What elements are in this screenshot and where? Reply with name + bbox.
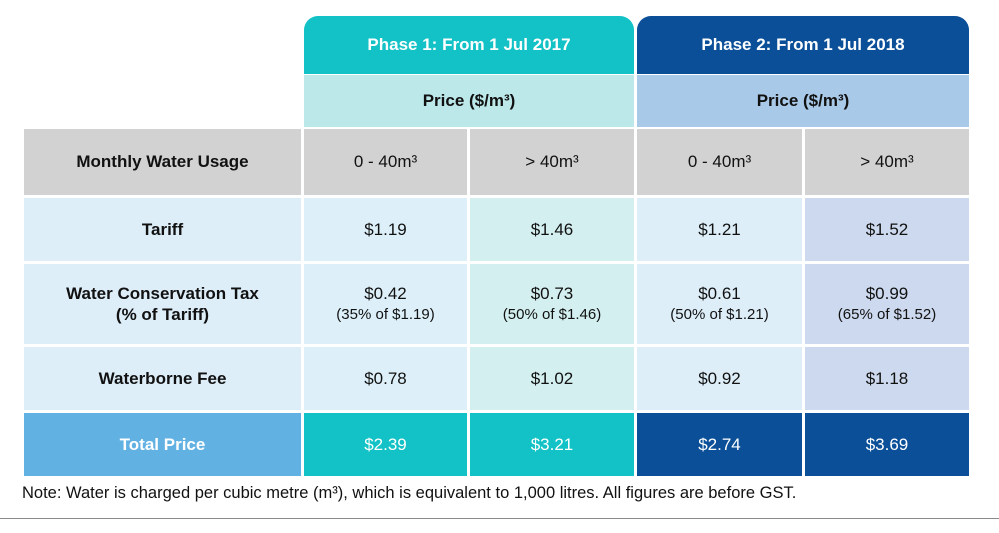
bottom-divider bbox=[0, 518, 999, 519]
usage-band-cell: 0 - 40m³ bbox=[304, 129, 467, 195]
row-label-waterborne-fee: Waterborne Fee bbox=[24, 347, 301, 410]
row-label-subtext: (% of Tariff) bbox=[115, 305, 210, 324]
value-text: $0.42 bbox=[364, 284, 407, 303]
row-label-tariff: Tariff bbox=[24, 198, 301, 261]
value-note: (50% of $1.21) bbox=[670, 306, 769, 323]
phase1-price-label: Price ($/m³) bbox=[304, 75, 634, 127]
value-text: $1.52 bbox=[865, 220, 909, 239]
total-value-cell: $2.39 bbox=[304, 413, 467, 476]
value-text: $0.61 bbox=[698, 284, 741, 303]
value-text: $1.19 bbox=[364, 220, 407, 239]
value-note: (65% of $1.52) bbox=[837, 306, 937, 323]
total-value-cell: $2.74 bbox=[637, 413, 802, 476]
total-price-label: Total Price bbox=[24, 413, 301, 476]
value-text: $1.21 bbox=[698, 220, 741, 239]
value-text: $0.73 bbox=[530, 284, 574, 303]
value-cell: $0.42 (35% of $1.19) bbox=[304, 264, 467, 344]
value-cell: $0.92 bbox=[637, 347, 802, 410]
usage-band-cell: 0 - 40m³ bbox=[637, 129, 802, 195]
value-cell: $0.73 (50% of $1.46) bbox=[470, 264, 634, 344]
value-cell: $1.52 bbox=[805, 198, 969, 261]
total-value-cell: $3.21 bbox=[470, 413, 634, 476]
value-text: $1.02 bbox=[530, 369, 574, 388]
value-cell: $0.61 (50% of $1.21) bbox=[637, 264, 802, 344]
value-cell: $1.18 bbox=[805, 347, 969, 410]
value-text: $1.18 bbox=[865, 369, 909, 388]
row-label-water-conservation-tax: Water Conservation Tax (% of Tariff) bbox=[24, 264, 301, 344]
value-cell: $1.46 bbox=[470, 198, 634, 261]
row-label-text: Waterborne Fee bbox=[98, 369, 227, 388]
value-cell: $1.19 bbox=[304, 198, 467, 261]
footnote: Note: Water is charged per cubic metre (… bbox=[22, 484, 797, 502]
value-note: (35% of $1.19) bbox=[336, 306, 435, 323]
value-text: $0.92 bbox=[698, 369, 741, 388]
value-cell: $1.02 bbox=[470, 347, 634, 410]
value-note: (50% of $1.46) bbox=[502, 306, 602, 323]
total-value-cell: $3.69 bbox=[805, 413, 969, 476]
usage-band-cell: > 40m³ bbox=[805, 129, 969, 195]
row-label-text: Tariff bbox=[141, 220, 184, 239]
phase2-price-label: Price ($/m³) bbox=[637, 75, 969, 127]
value-cell: $1.21 bbox=[637, 198, 802, 261]
usage-row-label: Monthly Water Usage bbox=[24, 129, 301, 195]
value-text: $1.46 bbox=[530, 220, 574, 239]
phase2-header: Phase 2: From 1 Jul 2018 bbox=[637, 16, 969, 74]
phase1-header: Phase 1: From 1 Jul 2017 bbox=[304, 16, 634, 74]
usage-band-cell: > 40m³ bbox=[470, 129, 634, 195]
row-label-text: Water Conservation Tax bbox=[66, 284, 259, 303]
value-cell: $0.78 bbox=[304, 347, 467, 410]
value-text: $0.99 bbox=[865, 284, 909, 303]
value-text: $0.78 bbox=[364, 369, 407, 388]
value-cell: $0.99 (65% of $1.52) bbox=[805, 264, 969, 344]
